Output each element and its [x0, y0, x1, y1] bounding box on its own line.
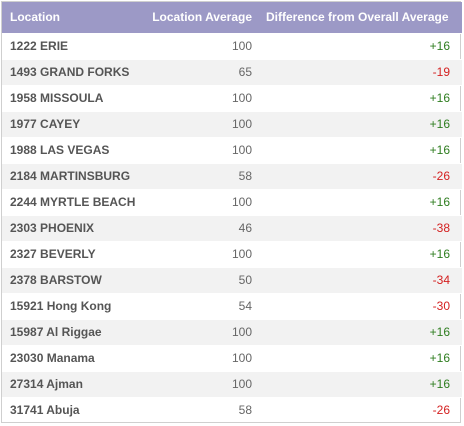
table-row: 15987 Al Riggae 100 +16 — [2, 319, 462, 346]
location-cell: 15921 Hong Kong — [2, 293, 138, 320]
location-average-cell: 100 — [138, 371, 261, 398]
location-average-cell: 100 — [138, 85, 261, 112]
difference-cell: -26 — [261, 163, 462, 190]
difference-cell: +16 — [261, 345, 462, 372]
location-cell: 2378 BARSTOW — [2, 267, 138, 294]
location-average-cell: 65 — [138, 59, 261, 86]
difference-cell: -38 — [261, 215, 462, 242]
location-average-cell: 100 — [138, 189, 261, 216]
difference-cell: -26 — [261, 397, 462, 424]
location-average-cell: 54 — [138, 293, 261, 320]
difference-cell: +16 — [261, 371, 462, 398]
table-header-row: Location Location Average Difference fro… — [2, 2, 462, 34]
table-row: 31741 Abuja 58 -26 — [2, 397, 462, 424]
table-row: 23030 Manama 100 +16 — [2, 345, 462, 372]
table-row: 2244 MYRTLE BEACH 100 +16 — [2, 189, 462, 216]
location-cell: 1977 CAYEY — [2, 111, 138, 138]
table-row: 1493 GRAND FORKS 65 -19 — [2, 59, 462, 86]
location-average-cell: 100 — [138, 241, 261, 268]
location-average-cell: 100 — [138, 137, 261, 164]
table-row: 2303 PHOENIX 46 -38 — [2, 215, 462, 242]
table-row: 2378 BARSTOW 50 -34 — [2, 267, 462, 294]
location-cell: 27314 Ajman — [2, 371, 138, 398]
location-average-cell: 50 — [138, 267, 261, 294]
column-header-location[interactable]: Location — [2, 2, 138, 34]
difference-cell: -19 — [261, 59, 462, 86]
location-average-cell: 100 — [138, 345, 261, 372]
table-row: 2184 MARTINSBURG 58 -26 — [2, 163, 462, 190]
location-average-cell: 100 — [138, 319, 261, 346]
table-row: 1958 MISSOULA 100 +16 — [2, 85, 462, 112]
location-cell: 1958 MISSOULA — [2, 85, 138, 112]
table-body: 1222 ERIE 100 +16 1493 GRAND FORKS 65 -19 1958… — [2, 33, 462, 424]
difference-cell: +16 — [261, 319, 462, 346]
table-row: 2327 BEVERLY 100 +16 — [2, 241, 462, 268]
difference-cell: -34 — [261, 267, 462, 294]
location-cell: 23030 Manama — [2, 345, 138, 372]
table-row: 27314 Ajman 100 +16 — [2, 371, 462, 398]
location-average-cell: 100 — [138, 111, 261, 138]
difference-cell: +16 — [261, 189, 462, 216]
location-cell: 1222 ERIE — [2, 33, 138, 60]
location-cell: 15987 Al Riggae — [2, 319, 138, 346]
column-header-difference[interactable]: Difference from Overall Average — [261, 2, 462, 34]
difference-cell: -30 — [261, 293, 462, 320]
difference-cell: +16 — [261, 33, 462, 60]
location-cell: 2184 MARTINSBURG — [2, 163, 138, 190]
location-cell: 1493 GRAND FORKS — [2, 59, 138, 86]
location-average-cell: 46 — [138, 215, 261, 242]
table-row: 15921 Hong Kong 54 -30 — [2, 293, 462, 320]
difference-cell: +16 — [261, 241, 462, 268]
location-cell: 2244 MYRTLE BEACH — [2, 189, 138, 216]
location-average-cell: 58 — [138, 397, 261, 424]
difference-cell: +16 — [261, 111, 462, 138]
location-cell: 2303 PHOENIX — [2, 215, 138, 242]
table-row: 1988 LAS VEGAS 100 +16 — [2, 137, 462, 164]
table-row: 1977 CAYEY 100 +16 — [2, 111, 462, 138]
location-cell: 31741 Abuja — [2, 397, 138, 424]
difference-cell: +16 — [261, 85, 462, 112]
column-header-location-average[interactable]: Location Average — [138, 2, 261, 34]
location-average-cell: 58 — [138, 163, 261, 190]
table-row: 1222 ERIE 100 +16 — [2, 33, 462, 60]
location-average-cell: 100 — [138, 33, 261, 60]
difference-cell: +16 — [261, 137, 462, 164]
location-cell: 1988 LAS VEGAS — [2, 137, 138, 164]
location-cell: 2327 BEVERLY — [2, 241, 138, 268]
